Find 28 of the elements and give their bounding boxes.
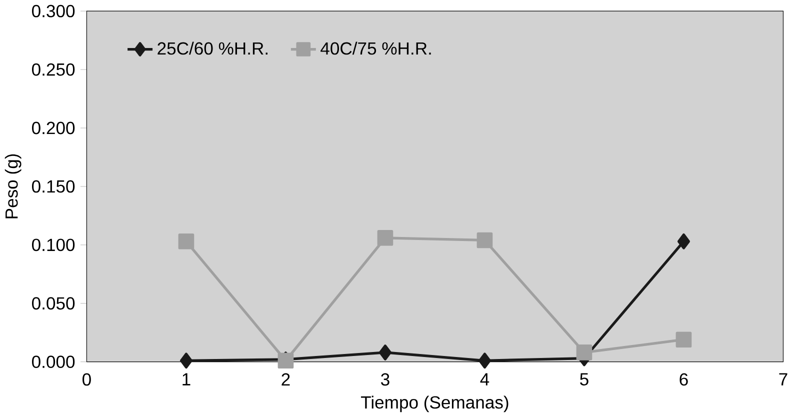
x-axis-title: Tiempo (Semanas) (360, 396, 508, 412)
point (377, 230, 394, 246)
x-tick-label: 3 (381, 373, 390, 386)
y-tick-label: 0.050 (32, 297, 75, 310)
x-tick-label: 0 (82, 373, 91, 386)
point (378, 344, 392, 360)
y-tick-label: 0.000 (32, 356, 75, 368)
y-tick-label: 0.300 (32, 4, 75, 18)
point (576, 344, 592, 360)
y-tick-label: 0.200 (32, 122, 75, 134)
x-tick-label: 7 (779, 373, 788, 386)
x-tick-label: 6 (680, 373, 688, 386)
x-tick-label: 2 (282, 373, 290, 386)
point (676, 332, 692, 348)
point (478, 352, 491, 369)
legend-label: 25C/60 %H.R. (158, 42, 268, 55)
x-tick-label: 4 (480, 373, 490, 386)
legend-label: 40C/75 %H.R. (320, 42, 431, 55)
point (476, 232, 493, 248)
point (180, 352, 192, 369)
x-tick-label: 5 (580, 373, 588, 386)
y-tick-label: 0.250 (32, 63, 75, 76)
y-tick-label: 0.150 (32, 180, 75, 193)
point (677, 233, 690, 250)
point (178, 233, 194, 250)
y-tick-label: 0.100 (32, 238, 75, 252)
y-axis-title: Peso (g) (4, 154, 22, 218)
x-tick-label: 1 (182, 373, 190, 386)
